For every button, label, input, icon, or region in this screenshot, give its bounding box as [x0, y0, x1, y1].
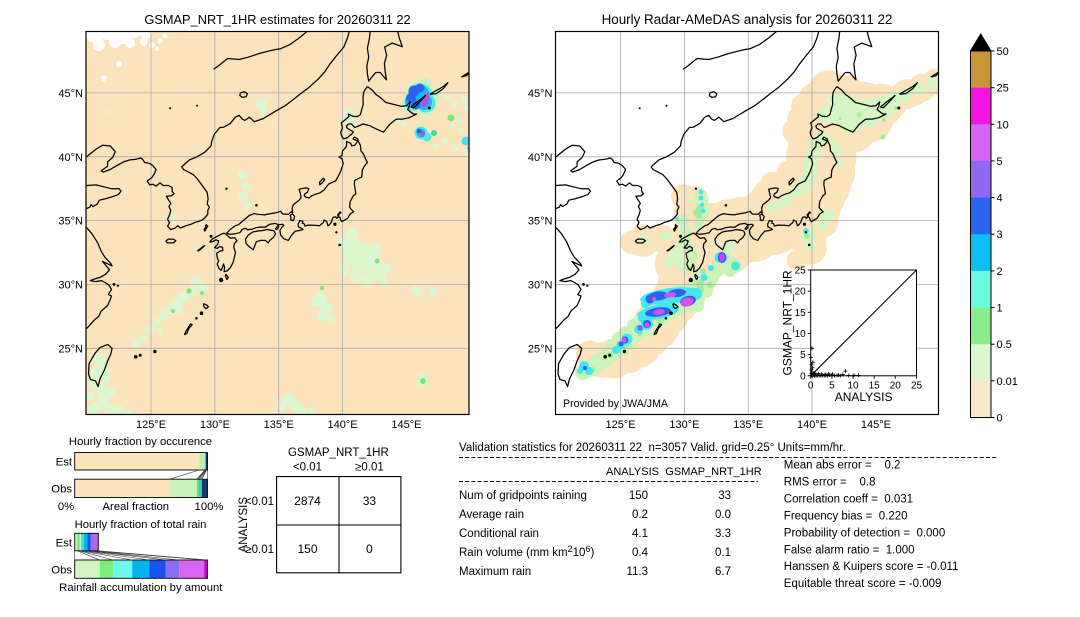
- svg-text:Est: Est: [56, 538, 73, 550]
- svg-text:Maximum rain: Maximum rain: [459, 566, 531, 578]
- svg-text:Num of gridpoints raining: Num of gridpoints raining: [459, 490, 587, 502]
- svg-text:30°N: 30°N: [528, 279, 553, 291]
- svg-text:<0.01: <0.01: [245, 496, 274, 508]
- svg-text:145°E: 145°E: [861, 419, 891, 431]
- svg-text:140°E: 140°E: [797, 419, 827, 431]
- svg-text:0: 0: [997, 413, 1003, 425]
- svg-text:1: 1: [997, 303, 1003, 315]
- svg-text:15: 15: [795, 308, 807, 319]
- svg-text:45°N: 45°N: [528, 88, 553, 100]
- svg-text:Conditional rain: Conditional rain: [459, 528, 539, 540]
- svg-text:0.01: 0.01: [997, 376, 1018, 388]
- svg-text:5: 5: [800, 350, 806, 361]
- svg-text:<0.01: <0.01: [293, 462, 322, 474]
- svg-text:GSMAP_NRT_1HR estimates for 20: GSMAP_NRT_1HR estimates for 20260311 22: [144, 12, 410, 27]
- svg-text:GSMAP_NRT_1HR: GSMAP_NRT_1HR: [288, 447, 389, 459]
- svg-text:Hourly Radar-AMeDAS analysis f: Hourly Radar-AMeDAS analysis for 2026031…: [602, 12, 893, 27]
- svg-text:135°E: 135°E: [264, 419, 294, 431]
- svg-text:0: 0: [808, 380, 814, 391]
- svg-text:0.1: 0.1: [715, 547, 731, 559]
- svg-text:Probability of detection = 0.: Probability of detection = 0.000: [784, 527, 945, 539]
- svg-text:Hourly fraction by occurence: Hourly fraction by occurence: [69, 436, 212, 448]
- svg-text:25: 25: [997, 83, 1009, 95]
- svg-text:4: 4: [997, 193, 1003, 205]
- svg-text:GSMAP_NRT_1HR: GSMAP_NRT_1HR: [781, 270, 795, 375]
- svg-text:10: 10: [997, 119, 1009, 131]
- svg-text:11.3: 11.3: [626, 566, 648, 578]
- svg-text:150: 150: [629, 490, 648, 502]
- svg-text:130°E: 130°E: [669, 419, 699, 431]
- svg-text:0: 0: [366, 542, 373, 556]
- svg-text:3: 3: [997, 229, 1003, 241]
- svg-text:33: 33: [363, 494, 377, 508]
- svg-text:Est: Est: [56, 457, 73, 469]
- svg-text:5: 5: [829, 380, 835, 391]
- svg-text:Obs: Obs: [51, 565, 72, 577]
- svg-text:20: 20: [890, 380, 902, 391]
- svg-text:30°N: 30°N: [58, 279, 83, 291]
- svg-text:Provided by JWA/JMA: Provided by JWA/JMA: [563, 398, 669, 410]
- svg-text:0%: 0%: [58, 501, 74, 513]
- svg-text:25: 25: [911, 380, 923, 391]
- svg-text:Mean abs error = 0.2: Mean abs error = 0.2: [784, 460, 901, 472]
- svg-text:10: 10: [847, 380, 859, 391]
- svg-text:25: 25: [795, 266, 807, 277]
- svg-text:35°N: 35°N: [58, 216, 83, 228]
- svg-text:ANALYSIS: ANALYSIS: [835, 390, 893, 404]
- svg-text:2: 2: [997, 266, 1003, 278]
- svg-text:0: 0: [800, 371, 806, 382]
- svg-text:Areal fraction: Areal fraction: [103, 501, 170, 513]
- svg-text:135°E: 135°E: [733, 419, 763, 431]
- svg-text:Correlation coeff = 0.031: Correlation coeff = 0.031: [784, 493, 913, 505]
- svg-text:≥0.01: ≥0.01: [245, 544, 274, 556]
- svg-text:Obs: Obs: [51, 484, 72, 496]
- svg-text:150: 150: [297, 542, 317, 556]
- svg-text:≥0.01: ≥0.01: [355, 462, 384, 474]
- svg-text:6.7: 6.7: [715, 566, 731, 578]
- svg-text:145°E: 145°E: [391, 419, 421, 431]
- svg-text:Hanssen & Kuipers score = -0.0: Hanssen & Kuipers score = -0.011: [784, 561, 959, 573]
- svg-text:25°N: 25°N: [58, 343, 83, 355]
- svg-text:40°N: 40°N: [58, 152, 83, 164]
- svg-text:0.0: 0.0: [715, 509, 731, 521]
- svg-text:2874: 2874: [294, 494, 321, 508]
- svg-text:3.3: 3.3: [715, 528, 731, 540]
- svg-text:ANALYSIS: ANALYSIS: [606, 466, 659, 478]
- svg-text:35°N: 35°N: [528, 216, 553, 228]
- svg-text:Rain volume (mm km2106): Rain volume (mm km2106): [459, 544, 594, 559]
- svg-text:5: 5: [997, 156, 1003, 168]
- svg-text:15: 15: [869, 380, 881, 391]
- svg-text:50: 50: [997, 46, 1009, 58]
- svg-text:125°E: 125°E: [605, 419, 635, 431]
- svg-text:Hourly fraction of total rain: Hourly fraction of total rain: [75, 519, 207, 531]
- svg-text:0.4: 0.4: [632, 547, 649, 559]
- svg-text:25°N: 25°N: [528, 343, 553, 355]
- svg-text:Validation statistics for 2026: Validation statistics for 20260311 22 n=…: [459, 442, 846, 454]
- svg-text:Equitable threat score = -0.00: Equitable threat score = -0.009: [784, 578, 942, 590]
- svg-text:33: 33: [718, 490, 731, 502]
- svg-text:Rainfall accumulation by amoun: Rainfall accumulation by amount: [59, 582, 223, 594]
- svg-text:4.1: 4.1: [632, 528, 648, 540]
- svg-text:RMS error = 0.8: RMS error = 0.8: [784, 476, 876, 488]
- svg-text:Frequency bias = 0.220: Frequency bias = 0.220: [784, 511, 908, 523]
- svg-text:Average rain: Average rain: [459, 509, 524, 521]
- svg-text:45°N: 45°N: [58, 88, 83, 100]
- svg-text:0.5: 0.5: [997, 339, 1012, 351]
- svg-text:20: 20: [795, 287, 807, 298]
- svg-text:10: 10: [795, 329, 807, 340]
- svg-text:100%: 100%: [195, 501, 224, 513]
- svg-text:0.2: 0.2: [632, 509, 648, 521]
- svg-text:GSMAP_NRT_1HR: GSMAP_NRT_1HR: [665, 466, 761, 478]
- svg-text:140°E: 140°E: [327, 419, 357, 431]
- svg-text:False alarm ratio = 1.000: False alarm ratio = 1.000: [784, 544, 915, 556]
- svg-text:125°E: 125°E: [136, 419, 166, 431]
- svg-text:ANALYSIS: ANALYSIS: [238, 497, 250, 553]
- svg-text:130°E: 130°E: [200, 419, 230, 431]
- svg-text:40°N: 40°N: [528, 152, 553, 164]
